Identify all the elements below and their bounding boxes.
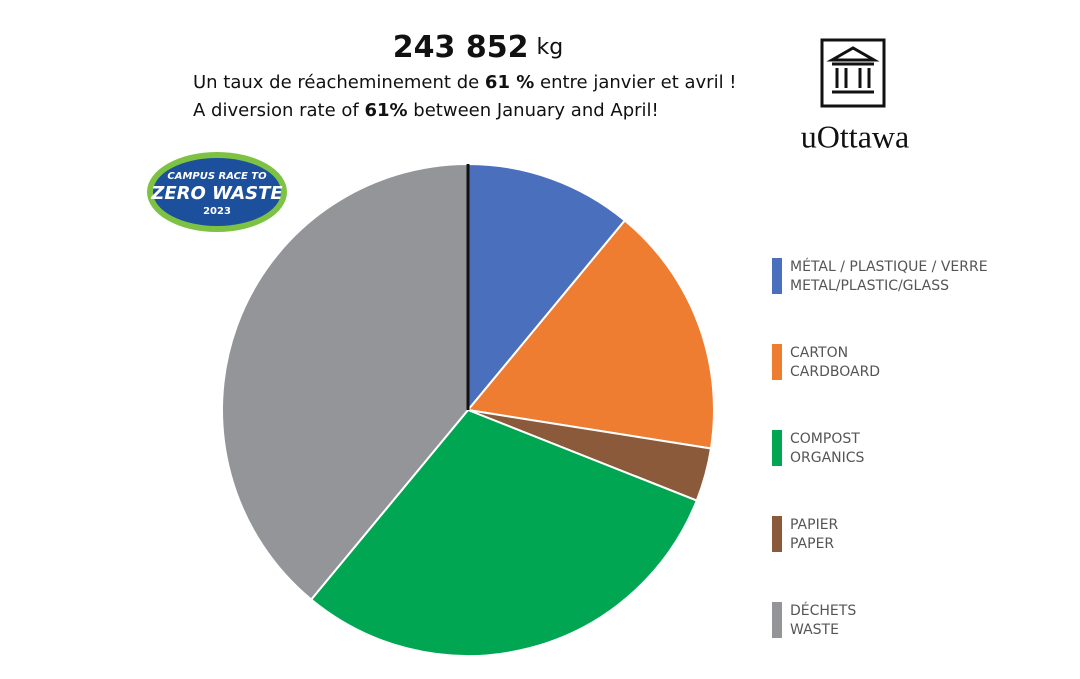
text: Un taux de réacheminement de [193,72,485,93]
text: between January and April! [408,100,659,121]
text: entre janvier et avril ! [534,72,736,93]
badge-text: ZERO WASTE [150,183,283,204]
badge-text: CAMPUS RACE TO [167,171,267,182]
legend-swatch [772,430,782,466]
legend-swatch [772,602,782,638]
pie-slice [466,219,715,450]
headline: 243 852 kg [393,30,563,65]
legend-label: CARDBOARD [790,364,880,380]
badge-text: 2023 [203,206,231,217]
logo-text: uOttawa [801,118,909,154]
rate: 61% [364,100,407,121]
legend-label: CARTON [790,345,848,361]
legend-label: DÉCHETS [790,602,856,619]
amount: 243 852 [393,30,529,65]
legend-swatch [772,344,782,380]
logo-icon [820,38,886,108]
pie-slice [221,162,469,601]
text: A diversion rate of [193,100,364,121]
legend-label: MÉTAL / PLASTIQUE / VERRE [790,258,988,275]
legend-label: ORGANICS [790,450,865,466]
legend-label: PAPER [790,536,834,552]
legend-label: COMPOST [790,431,860,447]
legend-label: PAPIER [790,517,839,533]
badge: CAMPUS RACE TO ZERO WASTE 2023 [147,152,287,232]
legend-label: WASTE [790,622,839,638]
line-en: A diversion rate of 61% between January … [193,100,659,121]
unit: kg [536,35,563,60]
legend-swatch [772,258,782,294]
pie-slice [309,408,699,657]
legend-swatch [772,516,782,552]
legend-label: METAL/PLASTIC/GLASS [790,278,949,294]
pie-slice [467,162,627,413]
line-fr: Un taux de réacheminement de 61 % entre … [193,72,737,93]
rate: 61 % [485,72,534,93]
